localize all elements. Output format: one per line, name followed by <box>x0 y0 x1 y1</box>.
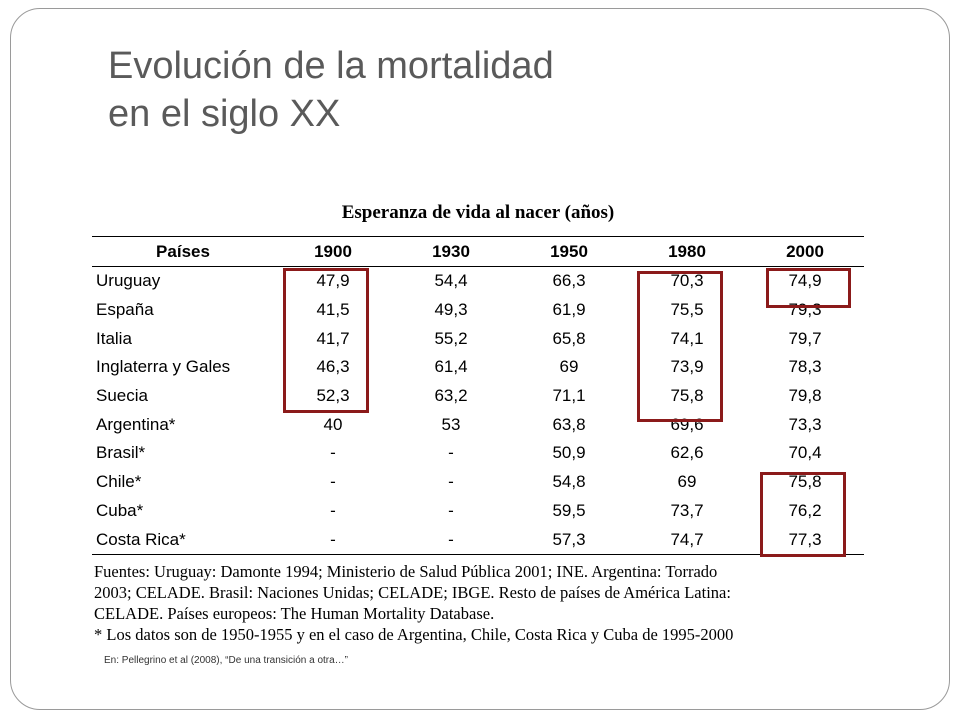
value-cell: 63,8 <box>552 414 586 434</box>
value-cell: 40 <box>323 414 343 434</box>
table-row: Argentina* 40 53 63,8 69,6 73,3 <box>92 410 864 439</box>
table-title: Esperanza de vida al nacer (años) <box>341 202 615 223</box>
highlight-box-1900-europe-uruguay <box>283 268 369 413</box>
value-cell: - <box>330 443 336 463</box>
highlight-box-2000-uruguay <box>766 268 851 308</box>
country-cell: Suecia <box>96 386 148 406</box>
value-cell: 79,8 <box>788 386 822 406</box>
sources-line: 2003; CELADE. Brasil: Naciones Unidas; C… <box>94 583 731 602</box>
value-cell: - <box>392 525 510 555</box>
slide-title-line1: Evolución de la mortalidad <box>108 45 554 87</box>
value-cell: 65,8 <box>552 328 586 348</box>
table-row: Costa Rica* - - 57,3 74,7 77,3 <box>92 525 864 555</box>
value-cell: - <box>330 500 336 520</box>
country-cell: Inglaterra y Gales <box>96 357 231 377</box>
sources-line: Fuentes: Uruguay: Damonte 1994; Minister… <box>94 562 718 581</box>
slide-title-line2: en el siglo XX <box>108 93 341 135</box>
value-cell: 69 <box>677 472 697 492</box>
header-1980: 1980 <box>628 236 746 267</box>
value-cell: 46,3 <box>316 357 350 377</box>
slide-frame <box>10 8 950 710</box>
value-cell: 78,3 <box>788 357 822 377</box>
header-paises: Países <box>92 236 274 267</box>
value-cell: 79,3 <box>788 300 822 320</box>
value-cell: 47,9 <box>316 271 350 291</box>
value-cell: 54,4 <box>434 271 468 291</box>
value-cell: - <box>448 472 454 492</box>
value-cell: - <box>330 472 336 492</box>
highlight-box-1980-europe-uruguay <box>637 271 723 422</box>
sources-note: Fuentes: Uruguay: Damonte 1994; Minister… <box>94 561 864 645</box>
value-cell: 79,7 <box>788 328 822 348</box>
country-cell: España <box>96 300 154 320</box>
value-cell: - <box>274 525 392 555</box>
country-cell: Italia <box>96 328 132 348</box>
value-cell: 41,5 <box>316 300 350 320</box>
value-cell: 50,9 <box>552 443 586 463</box>
table-row: Italia 41,7 55,2 65,8 74,1 79,7 <box>92 324 864 353</box>
table-row: Suecia 52,3 63,2 71,1 75,8 79,8 <box>92 382 864 411</box>
header-1900: 1900 <box>274 236 392 267</box>
table-row: Inglaterra y Gales 46,3 61,4 69 73,9 78,… <box>92 353 864 382</box>
value-cell: 71,1 <box>552 386 586 406</box>
table-header-row: Países 1900 1930 1950 1980 2000 <box>92 236 864 267</box>
value-cell: 53 <box>441 414 461 434</box>
highlight-box-2000-latam <box>760 472 846 557</box>
value-cell: 75,8 <box>788 472 822 492</box>
table-row: Uruguay 47,9 54,4 66,3 70,3 74,9 <box>92 267 864 296</box>
slide-title: Evolución de la mortalidad en el siglo X… <box>108 42 808 138</box>
value-cell: 75,5 <box>670 300 704 320</box>
value-cell: 63,2 <box>434 386 468 406</box>
value-cell: - <box>448 500 454 520</box>
value-cell: 73,9 <box>670 357 704 377</box>
header-1950: 1950 <box>510 236 628 267</box>
value-cell: 70,3 <box>670 271 704 291</box>
value-cell: 74,1 <box>670 328 704 348</box>
country-cell: Argentina* <box>96 414 176 434</box>
country-cell: Costa Rica* <box>92 525 274 555</box>
value-cell: 69 <box>559 357 579 377</box>
citation: En: Pellegrino et al (2008), “De una tra… <box>104 655 349 666</box>
country-cell: Brasil* <box>96 443 146 463</box>
value-cell: 57,3 <box>510 525 628 555</box>
value-cell: 55,2 <box>434 328 468 348</box>
value-cell: 76,2 <box>788 500 822 520</box>
sources-footnote: * Los datos son de 1950-1955 y en el cas… <box>94 625 734 644</box>
value-cell: 61,9 <box>552 300 586 320</box>
value-cell: 74,9 <box>788 271 822 291</box>
header-2000: 2000 <box>746 236 864 267</box>
value-cell: 74,7 <box>628 525 746 555</box>
value-cell: 41,7 <box>316 328 350 348</box>
value-cell: 73,3 <box>788 414 822 434</box>
value-cell: 54,8 <box>552 472 586 492</box>
country-cell: Uruguay <box>96 271 161 291</box>
value-cell: 70,4 <box>788 443 822 463</box>
value-cell: 61,4 <box>434 357 468 377</box>
value-cell: 49,3 <box>434 300 468 320</box>
sources-line: CELADE. Países europeos: The Human Morta… <box>94 604 495 623</box>
table-row: Cuba* - - 59,5 73,7 76,2 <box>92 497 864 526</box>
value-cell: 62,6 <box>670 443 704 463</box>
value-cell: 73,7 <box>670 500 704 520</box>
country-cell: Cuba* <box>96 500 144 520</box>
value-cell: - <box>448 443 454 463</box>
header-1930: 1930 <box>392 236 510 267</box>
life-expectancy-table: Países 1900 1930 1950 1980 2000 Uruguay … <box>92 236 864 555</box>
value-cell: 75,8 <box>670 386 704 406</box>
value-cell: 66,3 <box>552 271 586 291</box>
table-row: Chile* - - 54,8 69 75,8 <box>92 468 864 497</box>
table-row: Brasil* - - 50,9 62,6 70,4 <box>92 439 864 468</box>
country-cell: Chile* <box>96 472 142 492</box>
value-cell: 59,5 <box>552 500 586 520</box>
value-cell: 52,3 <box>316 386 350 406</box>
table-row: España 41,5 49,3 61,9 75,5 79,3 <box>92 296 864 325</box>
